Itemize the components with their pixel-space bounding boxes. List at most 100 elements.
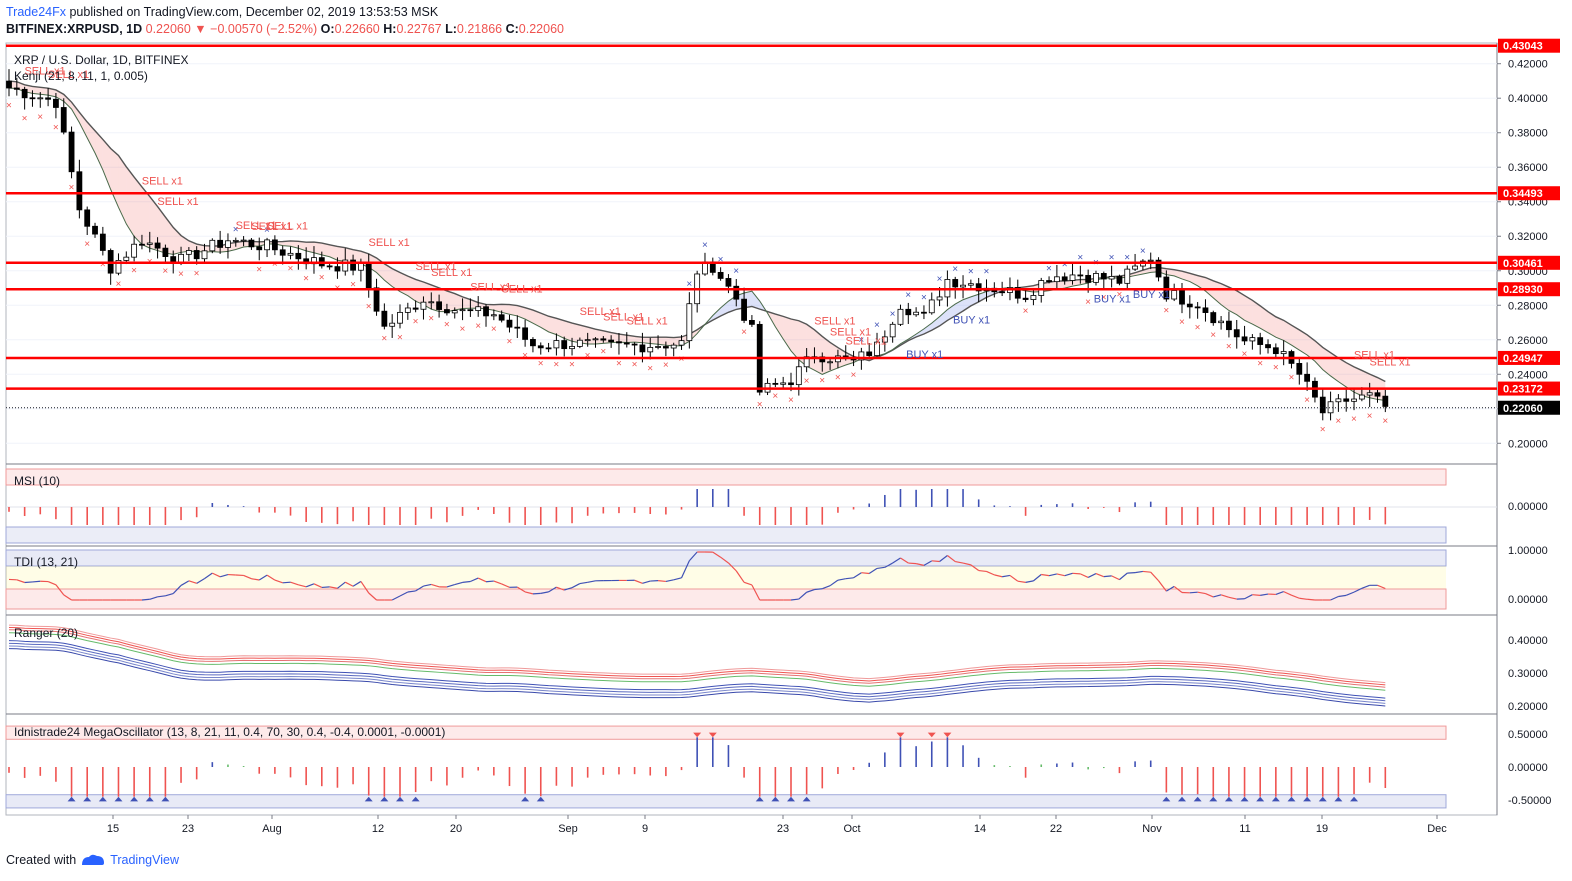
mega-buy-triangle [1240,796,1249,802]
price-tick-label: 0.32000 [1508,231,1548,243]
candle-body [1030,295,1037,300]
candle-body [1296,363,1303,375]
kenji-slow-line [8,80,1386,383]
kenji-band-fill [87,122,96,153]
sell-marker: × [131,265,137,276]
candle-body [1343,398,1350,402]
mega-sell-triangle [896,732,905,738]
candle-body [1132,265,1138,270]
candle-body [795,366,802,386]
mega-buy-triangle [67,796,76,802]
symbol-header: BITFINEX:XRPUSD, 1D 0.22060 ▼ −0.00570 (… [6,22,564,36]
sell-marker: × [1163,306,1169,317]
kenji-band-fill [95,130,103,170]
ranger-band-line [8,624,1386,684]
candle-body [623,342,630,345]
candle-body [60,107,67,133]
tdi-line-segment [337,581,346,589]
candle-body [1226,320,1232,331]
kenji-band-fill [321,243,330,257]
tdi-line-segment [806,588,815,593]
tdi-line-segment [165,592,174,597]
candle-body [193,250,200,260]
tdi-pane[interactable]: TDI (13, 21) 1.00000 0.00000 [5,545,1548,610]
tdi-line-segment [524,591,534,595]
tdi-line-segment [1283,591,1292,596]
candle-body [662,346,669,349]
publisher-name[interactable]: Trade24Fx [6,5,66,19]
kenji-band-fill [1299,329,1308,356]
low-value: 0.21866 [456,22,503,36]
tdi-line-segment [1345,591,1355,596]
candle-body [1382,395,1389,407]
mega-oscillator-pane[interactable]: Idnistrade24 MegaOscillator (13, 8, 21, … [5,725,1551,809]
tdi-line-segment [908,562,917,565]
mega-buy-triangle [1303,796,1312,802]
candle-body [600,338,607,341]
kenji-band-fill [525,307,533,324]
tradingview-link[interactable]: TradingView [110,853,179,867]
buy-marker: × [233,225,239,236]
candle-body [561,340,568,350]
tdi-line-segment [1244,594,1253,600]
kenji-band-fill [1228,287,1237,315]
sell-marker: × [194,269,200,280]
kenji-band-fill [923,323,932,335]
candle-body [866,351,873,356]
tdi-line-segment [329,586,338,589]
candle-body [569,345,575,350]
x-tick-label: 20 [450,823,462,835]
candle-body [616,341,622,344]
sell-marker: × [475,321,481,332]
candle-body [608,339,615,343]
sell-signal-label: SELL x1 [846,335,887,347]
candle-body [1366,392,1373,396]
level-tag [1498,350,1560,365]
tdi-line-segment [1189,591,1198,594]
candle-body [1069,274,1076,281]
candle-body [1272,347,1279,355]
kenji-band-fill [126,166,135,237]
ranger-pane[interactable]: 0.40000 0.30000 0.20000 Ranger (20) [8,624,1548,713]
tdi-line-segment [876,566,885,570]
sell-marker: × [553,360,559,371]
candle-body [1194,306,1201,309]
tdi-line-segment [1353,587,1363,593]
candle-body [1046,280,1052,283]
down-arrow-icon: ▼ [194,22,207,36]
candle-body [999,291,1006,294]
mega-buy-triangle [1209,796,1218,802]
candle-body [686,303,693,342]
level-tag-label: 0.34493 [1503,188,1543,200]
mega-buy-triangle [1271,796,1280,802]
buy-marker: × [890,309,896,320]
candle-body [271,239,278,251]
candle-body [444,309,450,314]
candle-body [717,271,724,279]
tdi-line-segment [344,581,354,587]
tdi-line-segment [493,580,502,585]
tdi-line-segment [423,583,432,587]
kenji-band-fill [970,294,979,306]
sell-marker: × [1242,349,1248,360]
mega-buy-triangle [380,796,389,802]
tdi-line-segment [305,583,315,588]
level-tag [1498,381,1560,396]
tdi-line-segment [1307,598,1315,601]
msi-pane[interactable]: MSI (10) 0.00000 [5,468,1548,544]
current-price-label: 0.22060 [1503,403,1543,415]
tdi-line-segment [477,577,487,583]
x-tick-label: Sep [558,823,578,835]
kenji-band-fill [1182,271,1190,282]
candle-body [92,225,98,235]
tdi-line-segment [743,581,753,586]
candle-body [670,344,677,349]
tdi-label: TDI (13, 21) [14,555,78,569]
candle-body [1304,373,1311,382]
chart-title: XRP / U.S. Dollar, 1D, BITFINEX [14,53,189,67]
price-pane[interactable]: 0.420000.400000.380000.360000.340000.320… [6,38,1560,451]
kenji-band-fill [79,112,88,138]
x-tick-label: 14 [974,823,986,835]
kenji-band-fill [165,217,174,255]
